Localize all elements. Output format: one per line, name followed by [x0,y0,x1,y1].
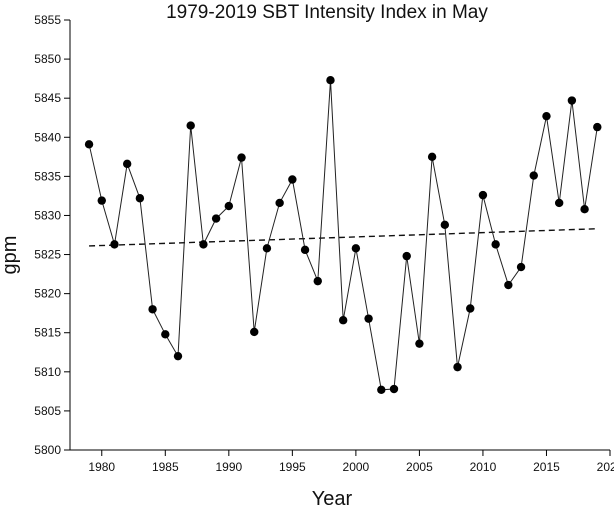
data-point [466,304,475,313]
data-point [453,362,462,372]
data-point [554,198,564,208]
data-point [199,240,208,249]
data-point [415,339,424,348]
x-axis-label: Year [312,488,353,510]
axes: 5800 5805 5810 5815 5820 5825 5830 5835 5840 5845… [34,13,614,474]
y-tick-label: 5825 [34,248,61,262]
x-tick-label: 2015 [533,460,560,474]
data-point [122,159,132,169]
y-tick-label: 5830 [34,208,61,222]
data-point [275,198,284,208]
data-point [529,171,538,180]
data-point [186,121,195,130]
data-point [542,111,551,121]
data-point [567,96,577,105]
y-tick-label: 5835 [34,169,61,183]
x-tick-label: 2005 [406,460,433,474]
data-point [504,280,513,290]
data-point [110,240,119,249]
data-point [478,190,488,200]
data-point [440,220,450,230]
data-point [224,201,234,211]
x-tick-label: 1990 [215,460,242,474]
y-tick-label: 5815 [34,326,61,340]
y-tick-label: 5805 [34,404,61,418]
y-tick-label: 5840 [34,130,61,144]
data-point [338,316,348,325]
data-point [389,384,399,394]
y-axis-label: gpm [0,236,21,275]
y-tick-label: 5820 [34,287,61,301]
data-point [148,305,157,314]
trend-line [89,228,598,247]
data-point [402,251,411,261]
data-point [364,314,373,323]
data-point [516,262,526,272]
data-point [84,140,94,149]
data-point [377,385,386,394]
data-point [313,276,322,286]
data-point [491,240,500,249]
data-point [250,327,259,337]
y-tick-label: 5800 [34,443,61,457]
x-tick-label: 2020 [597,460,614,474]
x-tick-label: 1995 [279,460,306,474]
chart-title: 1979-2019 SBT Intensity Index in May [166,2,488,23]
trend-line-group [89,228,598,247]
data-point [427,152,437,162]
data-point [580,205,589,214]
data-point [593,122,602,132]
data-point [237,153,246,162]
data-point [135,194,145,203]
y-tick-label: 5855 [34,13,61,27]
x-tick-label: 2010 [470,460,497,474]
data-point [97,196,106,205]
data-point [211,214,221,223]
series-line [88,80,598,391]
data-point [173,351,183,361]
y-tick-label: 5810 [34,365,61,379]
data-point [288,175,297,184]
data-point [262,244,272,253]
x-tick-label: 1980 [88,460,115,474]
data-point [161,330,170,339]
y-tick-label: 5845 [34,91,61,105]
data-series-group [84,76,602,394]
data-point [326,76,335,85]
data-point [300,245,310,255]
y-tick-label: 5850 [34,52,61,66]
x-tick-label: 2000 [343,460,370,474]
x-tick-label: 1985 [152,460,179,474]
data-point [351,244,361,253]
